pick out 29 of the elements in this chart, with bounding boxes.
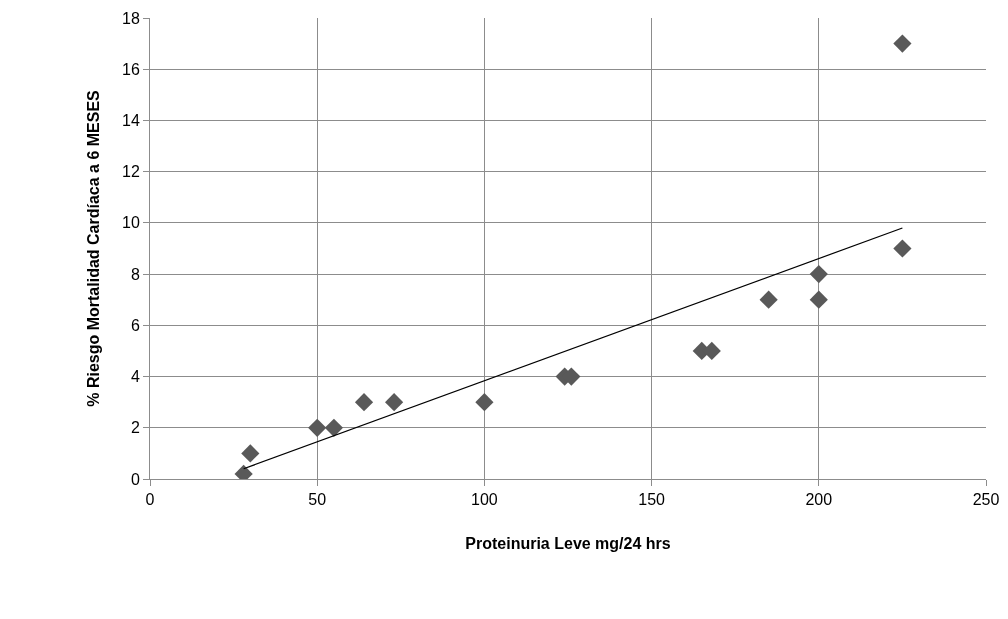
x-tick-label: 0 xyxy=(145,491,155,509)
x-tick-label: 150 xyxy=(638,491,666,509)
y-tick-label: 4 xyxy=(130,368,140,386)
y-tick-label: 6 xyxy=(130,316,140,334)
y-tick-label: 18 xyxy=(122,9,140,27)
y-tick-label: 16 xyxy=(122,60,140,78)
x-tick-label: 250 xyxy=(972,491,1000,509)
y-tick-label: 14 xyxy=(122,112,140,130)
y-tick-label: 10 xyxy=(122,214,140,232)
x-axis-title: Proteinuria Leve mg/24 hrs xyxy=(465,534,671,552)
y-tick-label: 0 xyxy=(130,470,140,488)
point xyxy=(809,290,828,309)
x-tick-label: 100 xyxy=(471,491,498,509)
y-tick-label: 2 xyxy=(130,419,140,437)
point xyxy=(308,418,327,437)
point xyxy=(385,393,404,412)
point xyxy=(324,418,344,437)
point xyxy=(354,393,374,412)
x-tick-label: 50 xyxy=(308,491,327,509)
point xyxy=(759,290,778,309)
x-tick-label: 200 xyxy=(805,491,833,509)
point xyxy=(893,34,912,53)
point xyxy=(475,393,494,412)
y-axis-title: % Riesgo Mortalidad Cardíaca a 6 MESES xyxy=(84,89,102,407)
point xyxy=(809,265,828,284)
point xyxy=(241,444,260,463)
point xyxy=(893,239,912,258)
y-tick-label: 12 xyxy=(122,163,140,181)
y-tick-label: 8 xyxy=(130,265,140,283)
